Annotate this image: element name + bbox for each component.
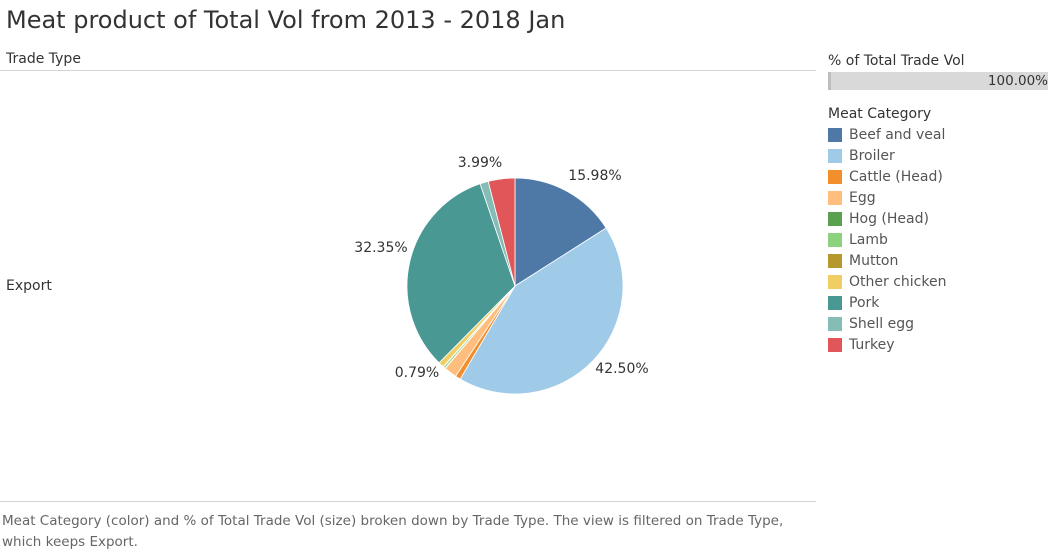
legend-item[interactable]: Cattle (Head) bbox=[828, 166, 946, 187]
chart-caption: Meat Category (color) and % of Total Tra… bbox=[2, 513, 784, 550]
legend-swatch bbox=[828, 316, 842, 331]
pie-slice-pork[interactable] bbox=[406, 183, 516, 364]
pie-slice-broiler[interactable] bbox=[459, 227, 624, 395]
legend-label: Hog (Head) bbox=[849, 210, 929, 227]
legend-swatch bbox=[828, 337, 842, 352]
legend-label: Turkey bbox=[849, 336, 895, 353]
size-legend-bar: 100.00% bbox=[828, 72, 1048, 90]
legend-label: Shell egg bbox=[849, 315, 914, 332]
legend-label: Egg bbox=[849, 189, 876, 206]
legend-label: Lamb bbox=[849, 231, 888, 248]
chart-title: Meat product of Total Vol from 2013 - 20… bbox=[6, 6, 566, 34]
size-legend-value: 100.00% bbox=[987, 73, 1048, 89]
legend-label: Broiler bbox=[849, 147, 895, 164]
legend-swatch bbox=[828, 274, 842, 289]
legend-swatch bbox=[828, 211, 842, 226]
legend-item[interactable]: Egg bbox=[828, 187, 946, 208]
slice-data-label: 0.79% bbox=[395, 365, 439, 381]
legend-label: Beef and veal bbox=[849, 126, 946, 143]
legend-item[interactable]: Mutton bbox=[828, 250, 946, 271]
color-legend: Meat Category Beef and veal Broiler Cattle… bbox=[828, 106, 946, 355]
pie-chart[interactable]: 15.98% 42.50% 0.79% 32.35% 3.99% bbox=[0, 71, 816, 501]
legend-label: Cattle (Head) bbox=[849, 168, 943, 185]
legend-swatch bbox=[828, 169, 842, 184]
legend-swatch bbox=[828, 190, 842, 205]
footer-divider bbox=[0, 501, 816, 502]
legend-swatch bbox=[828, 232, 842, 247]
row-label-export: Export bbox=[6, 278, 52, 294]
slice-data-label: 3.99% bbox=[458, 155, 502, 171]
legend-swatch bbox=[828, 253, 842, 268]
legend-item[interactable]: Beef and veal bbox=[828, 124, 946, 145]
legend-label: Pork bbox=[849, 294, 880, 311]
legend-item[interactable]: Broiler bbox=[828, 145, 946, 166]
legend-label: Mutton bbox=[849, 252, 899, 269]
legend-item[interactable]: Turkey bbox=[828, 334, 946, 355]
legend-item[interactable]: Hog (Head) bbox=[828, 208, 946, 229]
slice-data-label: 42.50% bbox=[595, 361, 648, 377]
pie-slice-beef-and-veal[interactable] bbox=[514, 177, 607, 287]
legend-swatch bbox=[828, 127, 842, 142]
color-legend-title: Meat Category bbox=[828, 106, 932, 122]
column-header-trade-type: Trade Type bbox=[6, 51, 81, 67]
legend-item[interactable]: Other chicken bbox=[828, 271, 946, 292]
header-divider bbox=[0, 70, 816, 71]
legend-swatch bbox=[828, 295, 842, 310]
legend-label: Other chicken bbox=[849, 273, 947, 290]
size-legend: % of Total Trade Vol 100.00% bbox=[828, 53, 1050, 90]
legend-item[interactable]: Pork bbox=[828, 292, 946, 313]
slice-data-label: 15.98% bbox=[568, 168, 621, 184]
legend-item[interactable]: Shell egg bbox=[828, 313, 946, 334]
pie-slice-turkey[interactable] bbox=[487, 177, 516, 287]
size-legend-title: % of Total Trade Vol bbox=[828, 53, 965, 69]
slice-data-label: 32.35% bbox=[354, 240, 407, 256]
legend-swatch bbox=[828, 148, 842, 163]
legend-item[interactable]: Lamb bbox=[828, 229, 946, 250]
